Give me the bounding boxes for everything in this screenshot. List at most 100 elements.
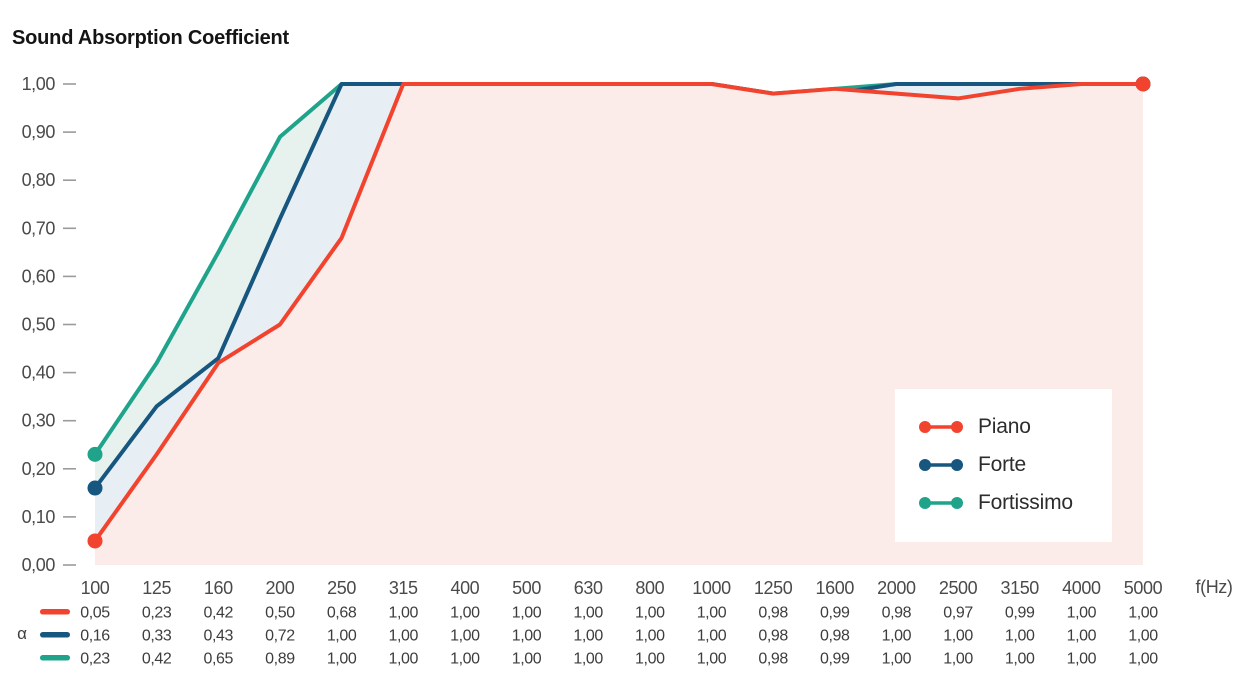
legend-marker-icon — [919, 459, 963, 471]
x-tick-label: 2500 — [939, 578, 978, 598]
legend-marker-dot — [919, 421, 931, 433]
table-value-forte: 1,00 — [388, 628, 418, 645]
table-value-fortissimo: 0,98 — [758, 651, 788, 668]
table-value-piano: 1,00 — [635, 605, 665, 622]
series-start-dot-fortissimo — [87, 446, 103, 462]
legend-marker-dot — [951, 459, 963, 471]
y-tick-label: 0,20 — [22, 459, 56, 479]
table-value-fortissimo: 1,00 — [1128, 651, 1158, 668]
table-swatch-piano — [40, 609, 70, 615]
x-tick-label: 800 — [635, 578, 664, 598]
legend-item-piano[interactable]: Piano — [918, 408, 1112, 446]
table-value-forte: 1,00 — [512, 628, 542, 645]
table-value-fortissimo: 0,23 — [80, 651, 110, 668]
x-tick-label: 250 — [327, 578, 356, 598]
table-value-forte: 0,98 — [820, 628, 850, 645]
table-value-piano: 0,05 — [80, 605, 110, 622]
table-value-forte: 0,33 — [142, 628, 172, 645]
table-value-fortissimo: 1,00 — [573, 651, 603, 668]
legend-marker-dot — [951, 421, 963, 433]
table-value-piano: 1,00 — [1067, 605, 1097, 622]
table-value-piano: 0,23 — [142, 605, 172, 622]
x-tick-label: 3150 — [1000, 578, 1039, 598]
series-start-dot-forte — [87, 480, 103, 496]
table-value-piano: 0,42 — [204, 605, 234, 622]
table-value-piano: 1,00 — [1128, 605, 1158, 622]
y-tick-label: 0,00 — [22, 555, 56, 575]
table-value-piano: 0,68 — [327, 605, 357, 622]
table-value-forte: 1,00 — [573, 628, 603, 645]
series-start-dot-piano — [87, 533, 103, 549]
table-value-piano: 0,98 — [758, 605, 788, 622]
table-value-fortissimo: 0,42 — [142, 651, 172, 668]
table-value-fortissimo: 0,89 — [265, 651, 295, 668]
chart-title: Sound Absorption Coefficient — [12, 27, 289, 49]
legend-item-forte[interactable]: Forte — [918, 446, 1112, 484]
table-value-fortissimo: 1,00 — [1005, 651, 1035, 668]
alpha-label: α — [17, 624, 27, 643]
legend-item-fortissimo[interactable]: Fortissimo — [918, 484, 1112, 522]
table-value-forte: 1,00 — [635, 628, 665, 645]
table-value-fortissimo: 1,00 — [388, 651, 418, 668]
table-value-fortissimo: 1,00 — [327, 651, 357, 668]
y-tick-label: 0,10 — [22, 507, 56, 527]
table-value-fortissimo: 0,99 — [820, 651, 850, 668]
x-tick-label: 2000 — [877, 578, 916, 598]
table-value-fortissimo: 1,00 — [882, 651, 912, 668]
x-tick-label: 500 — [512, 578, 541, 598]
series-end-dot-piano — [1135, 76, 1151, 92]
table-value-fortissimo: 1,00 — [697, 651, 727, 668]
x-tick-label: 160 — [204, 578, 233, 598]
table-value-forte: 0,72 — [265, 628, 295, 645]
x-tick-label: 1000 — [692, 578, 731, 598]
table-value-piano: 0,99 — [1005, 605, 1035, 622]
table-value-forte: 1,00 — [1067, 628, 1097, 645]
y-tick-label: 0,50 — [22, 315, 56, 335]
legend-item-label: Forte — [978, 453, 1027, 476]
y-tick-label: 0,80 — [22, 170, 56, 190]
table-value-fortissimo: 1,00 — [450, 651, 480, 668]
y-tick-label: 1,00 — [22, 74, 56, 94]
table-value-forte: 1,00 — [450, 628, 480, 645]
x-tick-label: 1600 — [816, 578, 855, 598]
x-tick-label: 315 — [389, 578, 418, 598]
table-value-piano: 1,00 — [512, 605, 542, 622]
table-value-fortissimo: 1,00 — [635, 651, 665, 668]
table-value-forte: 1,00 — [697, 628, 727, 645]
table-value-forte: 1,00 — [327, 628, 357, 645]
series-line-piano — [93, 82, 1145, 543]
table-value-piano: 0,99 — [820, 605, 850, 622]
x-tick-label: 630 — [574, 578, 603, 598]
legend-marker-icon — [919, 497, 963, 509]
table-value-fortissimo: 1,00 — [1067, 651, 1097, 668]
legend-marker-icon — [919, 421, 963, 433]
table-value-forte: 1,00 — [943, 628, 973, 645]
x-tick-label: 125 — [142, 578, 171, 598]
table-value-forte: 0,16 — [80, 628, 110, 645]
legend-item-label: Piano — [978, 415, 1031, 438]
legend-marker-dot — [951, 497, 963, 509]
table-value-piano: 1,00 — [388, 605, 418, 622]
x-tick-label: 200 — [266, 578, 295, 598]
table-value-piano: 1,00 — [697, 605, 727, 622]
legend: Piano Forte Fortissimo — [895, 389, 1112, 542]
table-value-forte: 0,98 — [758, 628, 788, 645]
table-value-fortissimo: 1,00 — [512, 651, 542, 668]
legend-marker-dot — [919, 497, 931, 509]
table-value-forte: 0,43 — [204, 628, 234, 645]
y-tick-label: 0,70 — [22, 218, 56, 238]
y-tick-label: 0,90 — [22, 122, 56, 142]
x-tick-label: 4000 — [1062, 578, 1101, 598]
y-tick-label: 0,40 — [22, 363, 56, 383]
table-value-piano: 1,00 — [573, 605, 603, 622]
x-tick-label: 400 — [450, 578, 479, 598]
table-value-piano: 0,50 — [265, 605, 295, 622]
table-value-forte: 1,00 — [1005, 628, 1035, 645]
x-tick-label: 1250 — [754, 578, 793, 598]
table-value-forte: 1,00 — [1128, 628, 1158, 645]
y-tick-label: 0,60 — [22, 266, 56, 286]
x-tick-label: 100 — [81, 578, 110, 598]
legend-item-label: Fortissimo — [978, 491, 1073, 514]
